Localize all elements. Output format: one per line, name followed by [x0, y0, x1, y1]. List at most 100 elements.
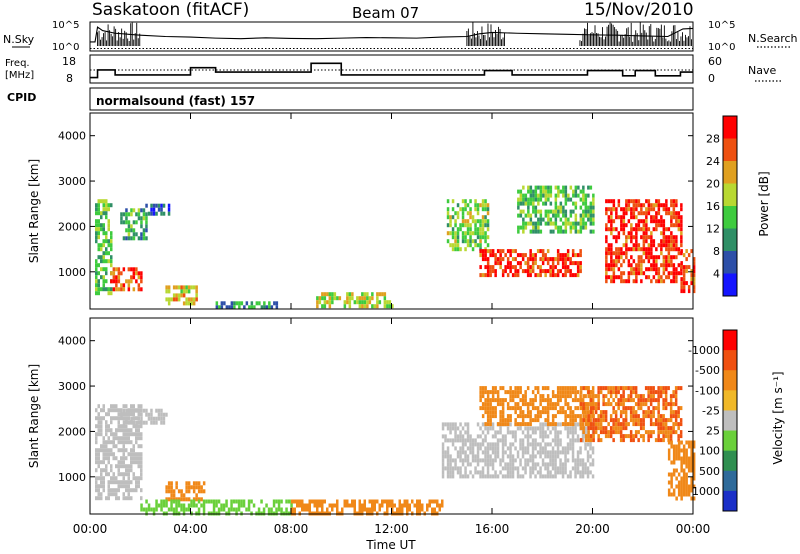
heatmap-cell [579, 261, 582, 266]
heatmap-cell [484, 215, 487, 220]
heatmap-cell [675, 271, 678, 276]
heatmap-cell [97, 279, 100, 284]
heatmap-cell [650, 255, 653, 260]
freq-tick-top: 18 [62, 55, 76, 68]
heatmap-cell [383, 304, 387, 309]
sky-panel: N.Sky 10^5 10^0 10^5 10^0 N.Search [3, 20, 798, 53]
heatmap-cell [571, 422, 575, 427]
heatmap-cell [605, 271, 608, 276]
heatmap-cell [660, 279, 663, 284]
heatmap-cell [594, 402, 598, 407]
heatmap-cell [182, 293, 186, 298]
heatmap-cell [544, 193, 548, 198]
heatmap-cell [622, 251, 626, 256]
heatmap-cell [177, 293, 181, 298]
heatmap-cell [615, 207, 618, 212]
heatmap-cell [97, 432, 100, 437]
heatmap-cell [180, 493, 183, 498]
colorbar-tick-label: 28 [706, 133, 720, 146]
heatmap-cell [620, 227, 623, 232]
heatmap-cell [567, 221, 570, 226]
heatmap-cell [627, 422, 630, 427]
heatmap-cell [132, 420, 136, 425]
heatmap-cell [433, 507, 436, 512]
heatmap-cell [574, 430, 577, 435]
heatmap-cell [336, 499, 339, 504]
heatmap-cell [514, 430, 517, 435]
heatmap-cell [316, 507, 319, 512]
heatmap-cell [469, 199, 472, 204]
heatmap-cell [182, 285, 186, 290]
heatmap-cell [167, 485, 171, 490]
heatmap-cell [561, 265, 565, 270]
heatmap-cell [541, 261, 545, 266]
heatmap-cell [127, 283, 131, 288]
heatmap-cell [456, 438, 460, 443]
heatmap-cell [625, 251, 628, 256]
heatmap-cell [140, 220, 143, 225]
heatmap-cell [586, 450, 590, 455]
heatmap-cell [657, 279, 661, 284]
heatmap-cell [622, 398, 625, 403]
heatmap-cell [680, 277, 683, 282]
heatmap-cell [476, 243, 480, 248]
heatmap-cell [692, 468, 696, 473]
heatmap-cell [125, 436, 128, 441]
heatmap-cell [142, 232, 146, 237]
heatmap-cell [644, 410, 648, 415]
colorbar-tick-label: -100 [695, 384, 720, 397]
heatmap-cell [625, 211, 628, 216]
heatmap-cell [579, 249, 582, 254]
heatmap-cell [95, 271, 98, 276]
heatmap-cell [235, 301, 239, 306]
heatmap-cell [230, 507, 233, 512]
heatmap-cell [240, 503, 243, 508]
heatmap-cell [127, 476, 130, 481]
heatmap-cell [657, 199, 661, 204]
heatmap-cell [546, 398, 550, 403]
heatmap-cell [479, 446, 482, 451]
heatmap-cell [607, 267, 611, 272]
heatmap-cell [132, 448, 135, 453]
heatmap-cell [635, 199, 638, 204]
heatmap-cell [526, 434, 530, 439]
heatmap-cell [130, 460, 133, 465]
heatmap-cell [592, 418, 595, 423]
heatmap-cell [466, 430, 470, 435]
heatmap-cell [202, 489, 206, 494]
heatmap-cell [107, 472, 110, 477]
heatmap-cell [682, 480, 686, 485]
heatmap-cell [534, 221, 538, 226]
heatmap-cell [662, 414, 665, 419]
heatmap-cell [605, 239, 608, 244]
heatmap-cell [127, 287, 131, 292]
heatmap-cell [137, 480, 140, 485]
heatmap-cell [441, 503, 444, 508]
heatmap-cell [592, 422, 595, 427]
heatmap-cell [521, 430, 525, 435]
heatmap-cell [692, 261, 696, 266]
heatmap-cell [544, 257, 547, 262]
heatmap-cell [102, 243, 105, 248]
heatmap-cell [572, 201, 575, 206]
heatmap-cell [610, 219, 613, 224]
heatmap-cell [494, 261, 497, 266]
heatmap-cell [659, 418, 663, 423]
heatmap-cell [107, 227, 110, 232]
heatmap-cell [418, 507, 421, 512]
heatmap-cell [130, 456, 133, 461]
heatmap-cell [679, 434, 683, 439]
heatmap-cell [132, 271, 136, 276]
heatmap-cell [514, 458, 517, 463]
heatmap-cell [537, 229, 540, 234]
heatmap-cell [511, 398, 515, 403]
heatmap-cell [614, 390, 618, 395]
heatmap-cell [607, 227, 611, 232]
time-axis-label: Time UT [365, 538, 416, 552]
heatmap-cell [571, 410, 575, 415]
heatmap-cell [190, 503, 193, 508]
heatmap-cell [366, 304, 369, 309]
heatmap-cell [260, 499, 263, 504]
heatmap-cell [519, 458, 522, 463]
heatmap-cell [650, 243, 653, 248]
